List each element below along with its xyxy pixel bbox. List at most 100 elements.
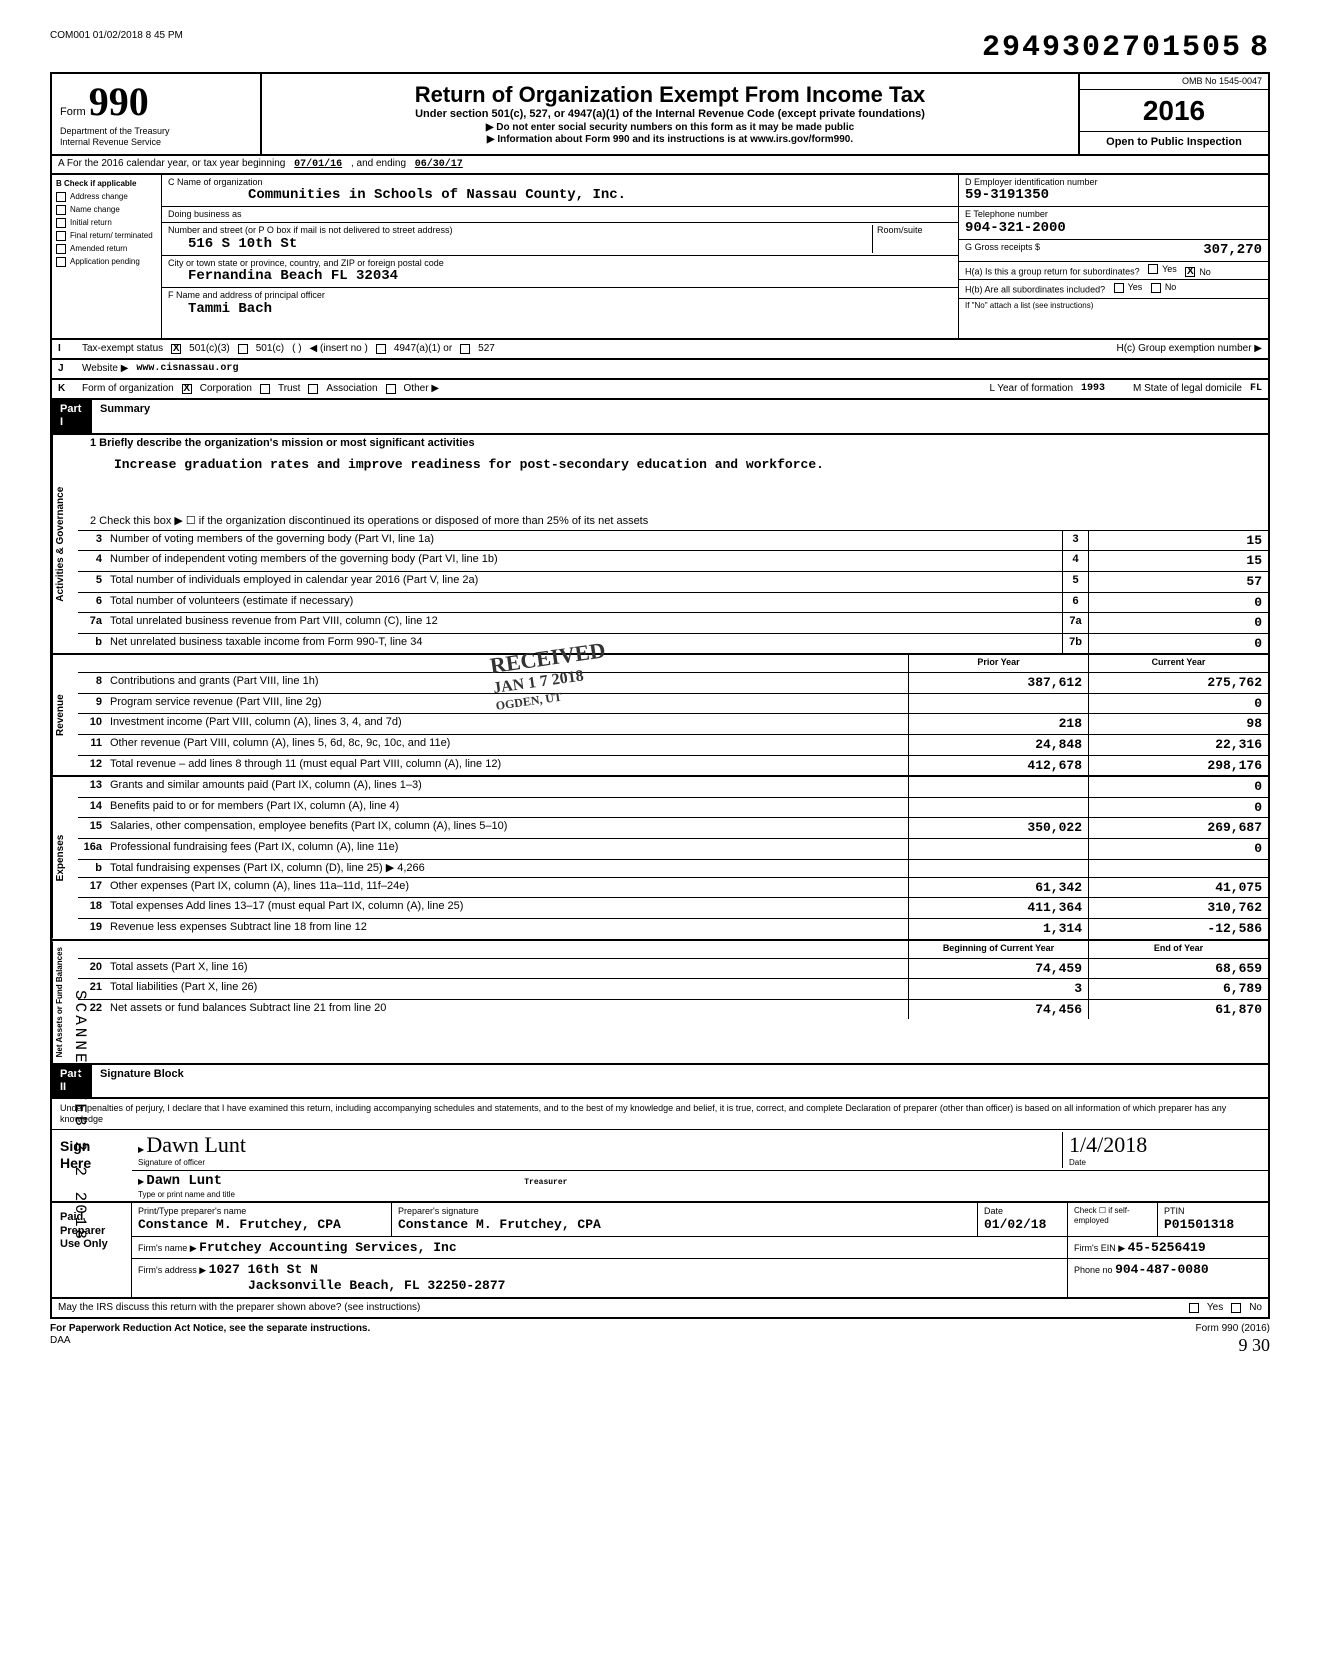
- section-revenue: Revenue Prior Year Current Year 8Contrib…: [50, 655, 1270, 777]
- cb-association[interactable]: [308, 384, 318, 394]
- col-prior-year: Prior Year: [908, 655, 1088, 672]
- discuss-row: May the IRS discuss this return with the…: [50, 1299, 1270, 1319]
- cb-amended[interactable]: [56, 244, 66, 254]
- form-note-info: ▶ Information about Form 990 and its ins…: [270, 134, 1070, 146]
- preparer-ptin: P01501318: [1164, 1217, 1234, 1232]
- form-ref: Form 990 (2016): [1196, 1323, 1270, 1334]
- ein: 59-3191350: [965, 187, 1262, 204]
- form-header: Form 990 Department of the Treasury Inte…: [50, 72, 1270, 156]
- cb-pending[interactable]: [56, 257, 66, 267]
- row-k-form-org: K Form of organization Corporation Trust…: [50, 380, 1270, 400]
- officer-name: Dawn Lunt: [146, 1173, 222, 1189]
- street-address: 516 S 10th St: [168, 236, 872, 253]
- prior-value: 3: [908, 979, 1088, 999]
- cb-discuss-yes[interactable]: [1189, 1303, 1199, 1313]
- handwritten-note: 9 30: [1239, 1335, 1271, 1355]
- form-note-ssn: ▶ Do not enter social security numbers o…: [270, 122, 1070, 134]
- footer: For Paperwork Reduction Act Notice, see …: [50, 1319, 1270, 1361]
- column-b-checkboxes: B Check if applicable Address change Nam…: [52, 175, 162, 339]
- room-suite-label: Room/suite: [872, 225, 952, 253]
- tax-year: 2016: [1080, 90, 1268, 132]
- year-end: 06/30/17: [415, 159, 463, 170]
- print-timestamp: COM001 01/02/2018 8 45 PM: [50, 30, 183, 42]
- omb-number: OMB No 1545-0047: [1080, 74, 1268, 90]
- current-value: 0: [1088, 798, 1268, 818]
- year-formation: 1993: [1081, 383, 1105, 395]
- table-row: 16aProfessional fundraising fees (Part I…: [78, 839, 1268, 860]
- table-row: 6Total number of volunteers (estimate if…: [78, 593, 1268, 614]
- prior-value: 61,342: [908, 878, 1088, 898]
- table-row: 14Benefits paid to or for members (Part …: [78, 798, 1268, 819]
- principal-officer: Tammi Bach: [168, 301, 952, 318]
- value-cell: 15: [1088, 551, 1268, 571]
- prior-value: [908, 839, 1088, 859]
- column-d-e: D Employer identification number 59-3191…: [958, 175, 1268, 339]
- current-value: 41,075: [1088, 878, 1268, 898]
- city-state-zip: Fernandina Beach FL 32034: [168, 268, 952, 285]
- cb-4947[interactable]: [376, 344, 386, 354]
- part-1-header: Part I Summary: [50, 400, 1270, 434]
- cb-501c[interactable]: [238, 344, 248, 354]
- row-a-tax-year: A For the 2016 calendar year, or tax yea…: [50, 156, 1270, 175]
- table-row: 13Grants and similar amounts paid (Part …: [78, 777, 1268, 798]
- current-value: 0: [1088, 839, 1268, 859]
- officer-title: Treasurer: [524, 1178, 567, 1187]
- cb-name-change[interactable]: [56, 205, 66, 215]
- cb-discuss-no[interactable]: [1231, 1303, 1241, 1313]
- preparer-sig: Constance M. Frutchey, CPA: [398, 1217, 601, 1232]
- cb-ha-yes[interactable]: [1148, 264, 1158, 274]
- table-row: 21Total liabilities (Part X, line 26)36,…: [78, 979, 1268, 1000]
- value-cell: 0: [1088, 613, 1268, 633]
- cb-hb-yes[interactable]: [1114, 283, 1124, 293]
- cb-other[interactable]: [386, 384, 396, 394]
- current-value: -12,586: [1088, 919, 1268, 939]
- org-name: Communities in Schools of Nassau County,…: [168, 187, 952, 204]
- current-value: [1088, 860, 1268, 877]
- scanned-stamp: SCANNED FEB 2 2 2018: [70, 990, 89, 1242]
- cb-ha-no[interactable]: [1185, 267, 1195, 277]
- column-c-org-info: C Name of organization Communities in Sc…: [162, 175, 958, 339]
- current-value: 298,176: [1088, 756, 1268, 776]
- table-row: 8Contributions and grants (Part VIII, li…: [78, 673, 1268, 694]
- form-title: Return of Organization Exempt From Incom…: [270, 82, 1070, 108]
- form-subtitle: Under section 501(c), 527, or 4947(a)(1)…: [270, 108, 1070, 121]
- signature-block: Under penalties of perjury, I declare th…: [50, 1099, 1270, 1203]
- row-j-website: J Website ▶ www.cisnassau.org: [50, 360, 1270, 380]
- current-value: 98: [1088, 714, 1268, 734]
- current-value: 275,762: [1088, 673, 1268, 693]
- prior-value: 218: [908, 714, 1088, 734]
- table-row: 19Revenue less expenses Subtract line 18…: [78, 919, 1268, 939]
- open-to-public: Open to Public Inspection: [1080, 131, 1268, 153]
- table-row: 15Salaries, other compensation, employee…: [78, 818, 1268, 839]
- current-value: 68,659: [1088, 959, 1268, 979]
- year-begin: 07/01/16: [294, 159, 342, 170]
- header-meta: COM001 01/02/2018 8 45 PM 29493027015058: [50, 30, 1270, 66]
- prior-value: 412,678: [908, 756, 1088, 776]
- prior-value: 24,848: [908, 735, 1088, 755]
- col-begin-year: Beginning of Current Year: [908, 941, 1088, 958]
- officer-signature: Dawn Lunt: [146, 1132, 246, 1157]
- cb-trust[interactable]: [260, 384, 270, 394]
- firm-ein: 45-5256419: [1128, 1240, 1206, 1255]
- table-row: 7aTotal unrelated business revenue from …: [78, 613, 1268, 634]
- cb-final-return[interactable]: [56, 231, 66, 241]
- col-current-year: Current Year: [1088, 655, 1268, 672]
- col-end-year: End of Year: [1088, 941, 1268, 958]
- cb-corporation[interactable]: [182, 384, 192, 394]
- prior-value: 350,022: [908, 818, 1088, 838]
- state-domicile: FL: [1250, 383, 1262, 395]
- table-row: 9Program service revenue (Part VIII, lin…: [78, 694, 1268, 715]
- table-row: 10Investment income (Part VIII, column (…: [78, 714, 1268, 735]
- current-value: 0: [1088, 777, 1268, 797]
- prior-value: 411,364: [908, 898, 1088, 918]
- prior-value: 1,314: [908, 919, 1088, 939]
- cb-527[interactable]: [460, 344, 470, 354]
- cb-501c3[interactable]: [171, 344, 181, 354]
- cb-hb-no[interactable]: [1151, 283, 1161, 293]
- cb-address-change[interactable]: [56, 192, 66, 202]
- current-value: 6,789: [1088, 979, 1268, 999]
- prior-value: 74,456: [908, 1000, 1088, 1020]
- current-value: 61,870: [1088, 1000, 1268, 1020]
- preparer-date: 01/02/18: [984, 1217, 1046, 1232]
- cb-initial-return[interactable]: [56, 218, 66, 228]
